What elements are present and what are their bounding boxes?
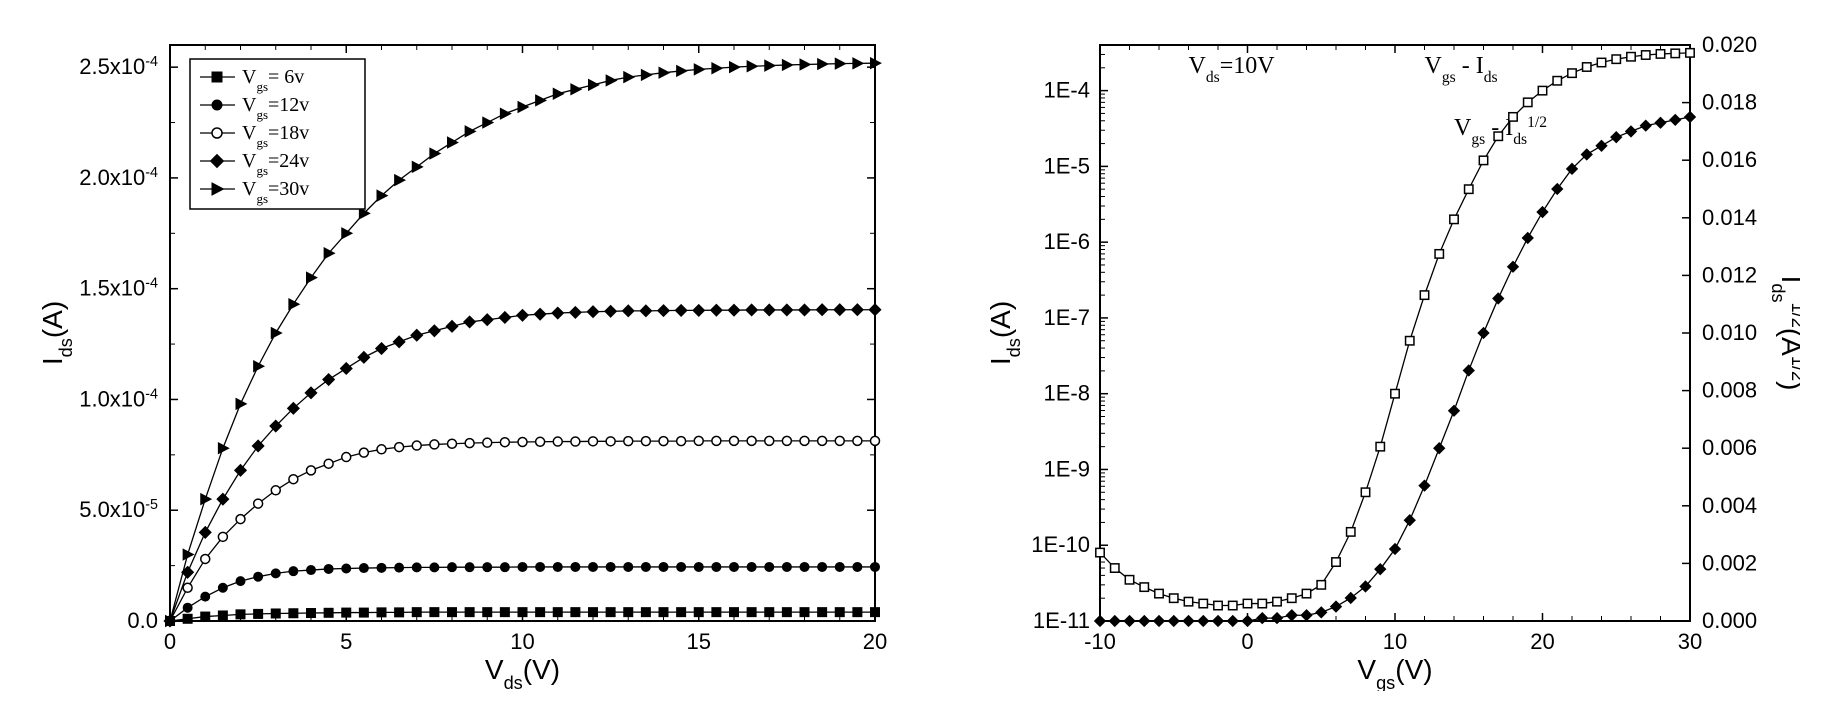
x-tick-label: 30 <box>1678 629 1702 654</box>
y-left-tick-label: 1E-7 <box>1044 305 1090 330</box>
y-right-tick-label: 0.004 <box>1702 493 1757 518</box>
x-tick-label: 10 <box>510 629 534 654</box>
y-left-tick-label: 1E-5 <box>1044 153 1090 178</box>
x-axis-label: Vgs(V) <box>1357 654 1432 691</box>
y-right-tick-label: 0.006 <box>1702 435 1757 460</box>
y-right-axis-label: Ids1/2(A1/2) <box>1768 276 1800 391</box>
y-tick-label: 0.0 <box>127 608 158 633</box>
output-characteristics-chart: 0 5 10 15 20 0.0 5.0x10-5 1.0x10-4 1.5x10-4 2.0x1… <box>30 20 900 691</box>
y-left-axis-label: Ids(A) <box>985 301 1024 365</box>
y-tick-label: 5.0x10-5 <box>79 497 158 522</box>
x-tick-label: 5 <box>340 629 352 654</box>
y-left-tick-label: 1E-10 <box>1031 532 1090 557</box>
x-axis-label: Vds(V) <box>485 654 560 691</box>
y-left-tick-label: 1E-9 <box>1044 456 1090 481</box>
y-tick-label: 2.5x10-4 <box>79 54 158 79</box>
x-tick-label: 20 <box>863 629 887 654</box>
y-left-tick-label: 1E-4 <box>1044 78 1090 103</box>
y-left-tick-label: 1E-6 <box>1044 229 1090 254</box>
x-tick-label: 20 <box>1530 629 1554 654</box>
y-right-tick-label: 0.018 <box>1702 90 1757 115</box>
y-right-tick-label: 0.020 <box>1702 32 1757 57</box>
y-right-tick-label: 0.014 <box>1702 205 1757 230</box>
y-left-tick-label: 1E-11 <box>1033 608 1090 633</box>
series-line <box>170 441 875 621</box>
y-left-tick-label: 1E-8 <box>1044 381 1090 406</box>
y-tick-label: 1.0x10-4 <box>79 386 158 411</box>
y-tick-label: 2.0x10-4 <box>79 165 158 190</box>
y-right-tick-label: 0.002 <box>1702 550 1757 575</box>
y-right-tick-label: 0.008 <box>1702 378 1757 403</box>
x-tick-label: 15 <box>687 629 711 654</box>
annotation-vgs-ids-sqrt: Vgs - Ids1/2 <box>1454 114 1547 148</box>
series-line <box>1100 53 1690 606</box>
left-chart-svg: 0 5 10 15 20 0.0 5.0x10-5 1.0x10-4 1.5x10-4 2.0x1… <box>30 20 900 691</box>
x-tick-label: 0 <box>164 629 176 654</box>
annotation-vgs-ids: Vgs - Ids <box>1425 53 1498 86</box>
y-right-tick-label: 0.012 <box>1702 262 1757 287</box>
right-chart-svg: -1001020301E-111E-101E-91E-81E-71E-61E-5… <box>980 20 1800 691</box>
y-tick-label: 1.5x10-4 <box>79 276 158 301</box>
y-right-tick-label: 0.000 <box>1702 608 1757 633</box>
y-right-tick-label: 0.016 <box>1702 147 1757 172</box>
x-tick-label: 10 <box>1383 629 1407 654</box>
transfer-characteristics-chart: -1001020301E-111E-101E-91E-81E-71E-61E-5… <box>980 20 1800 691</box>
y-right-tick-label: 0.010 <box>1702 320 1757 345</box>
y-axis-label: Ids(A) <box>37 301 76 365</box>
x-tick-label: 0 <box>1241 629 1253 654</box>
annotation-vds: Vds=10V <box>1189 53 1276 86</box>
